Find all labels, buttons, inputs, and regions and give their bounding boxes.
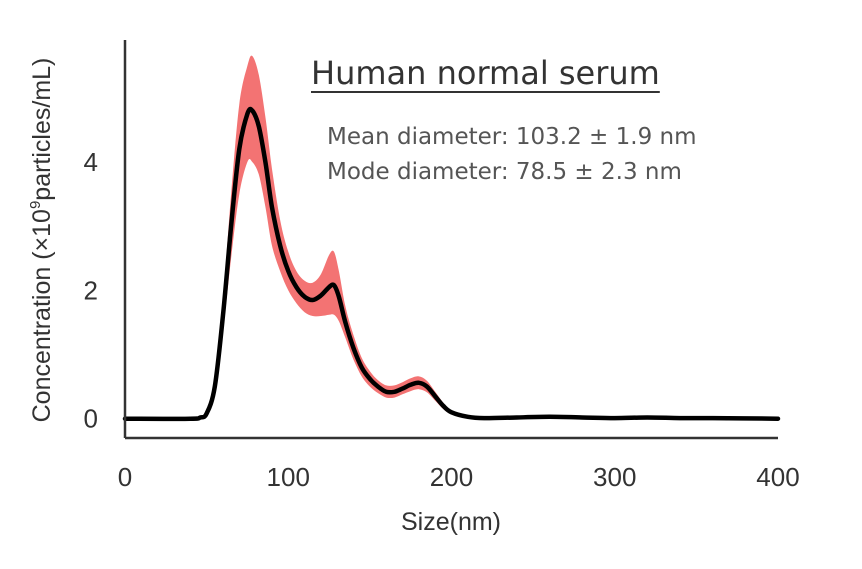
y-axis-title-superscript: 9 [27, 201, 44, 209]
x-tick-label: 100 [267, 462, 310, 492]
x-tick-label: 400 [756, 462, 799, 492]
x-tick-label: 300 [593, 462, 636, 492]
mean-line [122, 106, 781, 422]
x-axis-title: Size(nm) [401, 508, 501, 536]
error-band-layer [125, 55, 778, 419]
y-axis-title: Concentration (×109particles/mL) [27, 58, 56, 423]
y-tick-label: 2 [84, 275, 98, 305]
y-axis-title-tail: particles/mL) [28, 58, 56, 201]
mean-line-layer [122, 106, 781, 422]
y-tick-label: 0 [84, 404, 98, 434]
x-tick-label: 200 [430, 462, 473, 492]
mean-diameter-annotation: Mean diameter: 103.2 ± 1.9 nm [327, 124, 697, 150]
y-tick-labels: 0 2 4 [84, 147, 98, 434]
y-tick-label: 4 [84, 147, 98, 177]
mode-diameter-annotation: Mode diameter: 78.5 ± 2.3 nm [327, 159, 682, 185]
chart-title: Human normal serum [311, 54, 660, 92]
x-tick-labels: 0 100 200 300 400 [118, 462, 800, 492]
x-tick-label: 0 [118, 462, 132, 492]
error-band [125, 55, 778, 419]
y-axis-title-main: Concentration (×10 [28, 209, 56, 422]
